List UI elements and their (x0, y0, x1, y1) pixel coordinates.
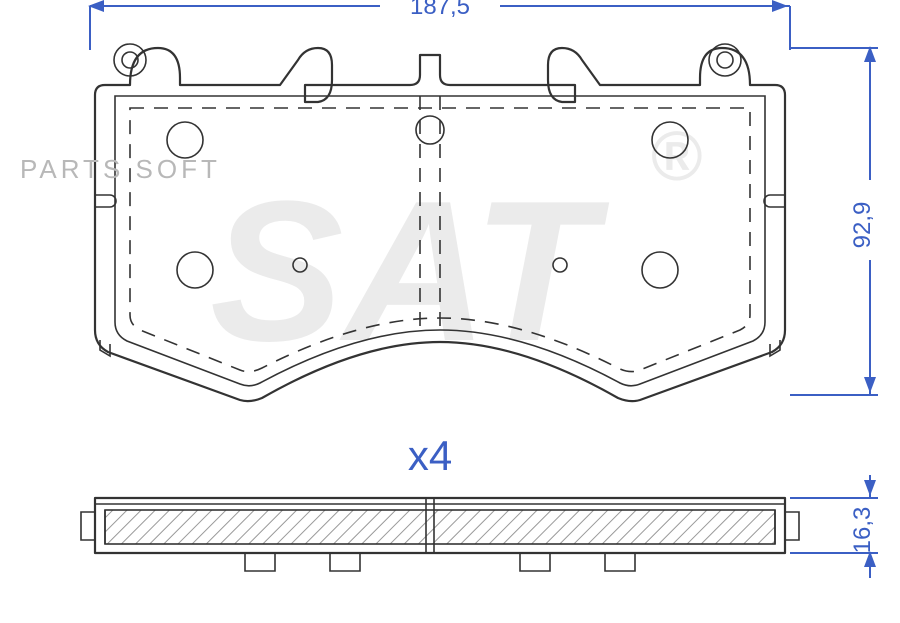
dimension-width: 187,5 (90, 0, 790, 50)
dimension-height: 92,9 (790, 48, 878, 395)
drawing-canvas: SAT ® 187,5 92,9 16,3 (0, 0, 900, 623)
watermark-overlay: PARTS SOFT (20, 154, 221, 184)
dimension-thickness: 16,3 (790, 475, 878, 578)
dim-height-value: 92,9 (849, 202, 876, 249)
top-view (81, 498, 799, 571)
watermark-reg: ® (650, 117, 702, 195)
watermark-brand: SAT (210, 160, 610, 383)
dim-thick-value: 16,3 (849, 507, 876, 554)
quantity-label: x4 (408, 432, 452, 479)
dim-width-value: 187,5 (410, 0, 470, 20)
